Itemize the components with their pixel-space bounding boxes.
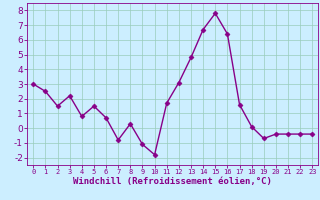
X-axis label: Windchill (Refroidissement éolien,°C): Windchill (Refroidissement éolien,°C) [73,177,272,186]
